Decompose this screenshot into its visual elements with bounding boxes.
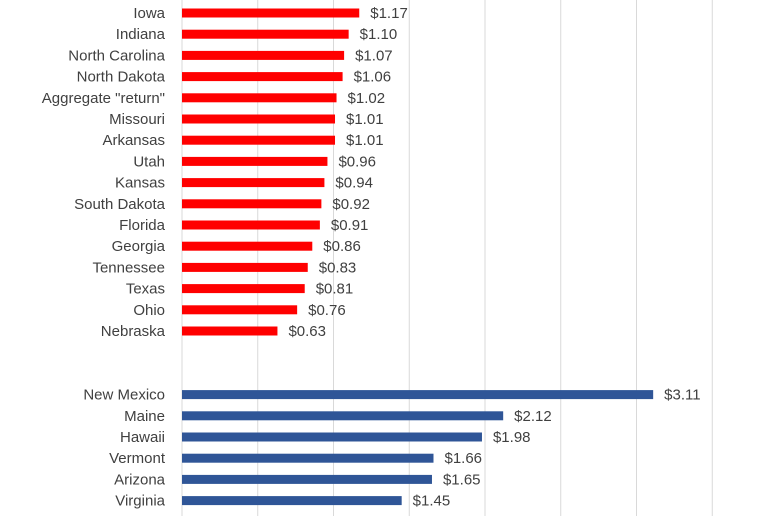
category-label: New Mexico (83, 387, 165, 404)
data-label: $0.91 (331, 217, 369, 234)
data-label: $0.63 (288, 323, 326, 340)
category-label: Hawaii (120, 429, 165, 446)
bar (182, 178, 325, 188)
category-label: Virginia (115, 493, 165, 510)
category-label: Kansas (115, 175, 165, 192)
bar (182, 156, 328, 166)
data-label: $0.92 (332, 196, 370, 213)
bar (182, 305, 298, 315)
bar (182, 93, 337, 103)
bar (182, 284, 305, 294)
bar (182, 326, 278, 336)
data-label: $1.06 (354, 69, 392, 86)
category-label: Nebraska (101, 323, 166, 340)
category-label: Vermont (109, 450, 166, 467)
category-label: North Carolina (68, 47, 165, 64)
data-label: $0.81 (316, 281, 354, 298)
data-label: $2.12 (514, 408, 552, 425)
data-label: $0.96 (338, 153, 376, 170)
data-label: $1.02 (348, 90, 386, 107)
bar (182, 72, 343, 82)
data-label: $1.17 (370, 5, 408, 22)
bar (182, 199, 322, 209)
bar (182, 432, 482, 442)
data-label: $1.45 (413, 493, 451, 510)
data-label: $0.83 (319, 259, 357, 276)
bar (182, 8, 360, 18)
bar (182, 114, 336, 124)
data-label: $1.65 (443, 471, 481, 488)
category-label: Aggregate "return" (42, 90, 165, 107)
category-label: Tennessee (92, 259, 165, 276)
bar (182, 411, 504, 421)
data-label: $1.01 (346, 132, 384, 149)
category-label: Utah (133, 153, 165, 170)
category-label: North Dakota (77, 69, 166, 86)
bar (182, 135, 336, 145)
bar (182, 453, 434, 463)
category-label: Missouri (109, 111, 165, 128)
data-label: $0.76 (308, 302, 346, 319)
category-label: Ohio (133, 302, 165, 319)
bar (182, 390, 654, 400)
category-labels: Iowa Indiana North Carolina North Dakota Agg… (42, 5, 166, 510)
category-label: Indiana (116, 26, 166, 43)
category-label: Georgia (112, 238, 166, 255)
bar (182, 262, 308, 272)
data-label: $0.94 (335, 175, 373, 192)
data-label: $1.01 (346, 111, 384, 128)
bar (182, 50, 345, 60)
category-label: South Dakota (74, 196, 166, 213)
bar (182, 29, 349, 39)
data-label: $1.10 (360, 26, 398, 43)
category-label: Iowa (133, 5, 165, 22)
data-label: $1.07 (355, 47, 393, 64)
category-label: Maine (124, 408, 165, 425)
category-label: Texas (126, 281, 165, 298)
bar (182, 220, 320, 230)
category-label: Arkansas (102, 132, 165, 149)
bar (182, 474, 432, 484)
data-label: $0.86 (323, 238, 361, 255)
value-labels: $1.17 $1.10 $1.07 $1.06 $1.02 $1.01 $1.01 $0.96… (288, 5, 700, 510)
data-label: $3.11 (664, 387, 700, 404)
category-label: Florida (119, 217, 166, 234)
bar (182, 496, 402, 506)
bars (182, 8, 654, 506)
bar (182, 241, 313, 251)
category-label: Arizona (114, 471, 166, 488)
data-label: $1.66 (444, 450, 482, 467)
data-label: $1.98 (493, 429, 531, 446)
gridlines (257, 0, 713, 516)
